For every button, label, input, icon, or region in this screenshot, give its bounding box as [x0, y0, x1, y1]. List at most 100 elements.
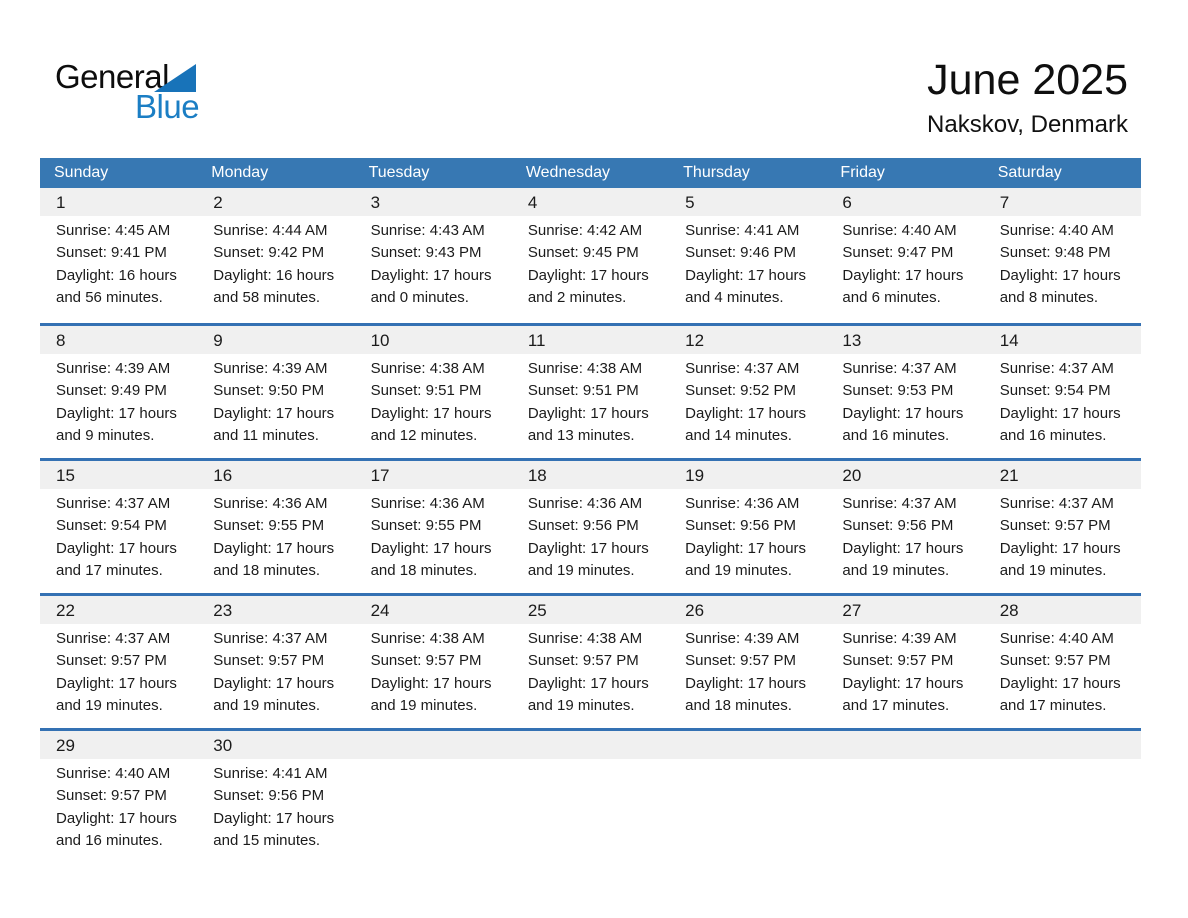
sun-time-line: and 15 minutes.	[213, 832, 321, 850]
sun-time-line: Daylight: 17 hours	[685, 404, 807, 422]
cell-sun-times	[355, 759, 512, 763]
calendar-cell: 13 Sunrise: 4:37 AM Sunset: 9:53 PM Dayligh…	[826, 326, 984, 458]
sun-time-line: Daylight: 16 hours	[56, 266, 177, 284]
sun-time-line: Sunrise: 4:43 AM	[370, 222, 485, 239]
sun-time-line: Sunset: 9:57 PM	[56, 787, 167, 805]
sun-time-line: Sunrise: 4:37 AM	[999, 495, 1114, 512]
sun-time-line: and 17 minutes.	[842, 697, 950, 715]
sun-time-line: and 16 minutes.	[842, 427, 950, 445]
day-number: 12	[669, 326, 827, 354]
sun-time-line: Sunset: 9:57 PM	[213, 652, 325, 670]
cell-sun-times: Sunrise: 4:37 AM Sunset: 9:53 PM Daylight:…	[826, 354, 983, 448]
weekday-header-row: Sunday Monday Tuesday Wednesday Thursday…	[40, 158, 1141, 188]
weekday-header-saturday: Saturday	[997, 164, 1062, 181]
sun-time-line: and 18 minutes.	[213, 562, 321, 580]
day-number: 30	[197, 731, 355, 759]
sun-time-line: Sunrise: 4:44 AM	[213, 222, 328, 239]
general-blue-logo: General Blue	[55, 58, 255, 128]
cell-sun-times: Sunrise: 4:38 AM Sunset: 9:57 PM Daylight:…	[512, 624, 669, 718]
day-number: 16	[197, 461, 355, 489]
sun-time-line: Sunrise: 4:37 AM	[685, 360, 800, 377]
sun-time-line: Daylight: 17 hours	[213, 539, 335, 557]
sun-time-line: and 19 minutes.	[999, 562, 1107, 580]
calendar-cell: 18 Sunrise: 4:36 AM Sunset: 9:56 PM Dayligh…	[511, 461, 670, 593]
cell-sun-times: Sunrise: 4:37 AM Sunset: 9:56 PM Daylight:…	[826, 489, 983, 583]
day-number: 7	[983, 188, 1141, 216]
sun-time-line: Sunset: 9:57 PM	[527, 652, 639, 670]
sun-time-line: and 18 minutes.	[370, 562, 478, 580]
sun-time-line: Daylight: 17 hours	[842, 404, 964, 422]
day-number: 19	[669, 461, 827, 489]
day-number: 4	[511, 188, 670, 216]
sun-time-line: Sunset: 9:51 PM	[370, 382, 482, 400]
sun-time-line: and 13 minutes.	[527, 427, 635, 445]
sun-time-line: Sunrise: 4:39 AM	[213, 360, 328, 377]
sun-time-line: Daylight: 17 hours	[527, 266, 649, 284]
day-number: 25	[511, 596, 670, 624]
sun-time-line: Sunset: 9:43 PM	[370, 244, 482, 262]
sun-time-line: Daylight: 17 hours	[213, 809, 335, 827]
sun-time-line: Daylight: 17 hours	[527, 674, 649, 692]
sun-time-line: Sunrise: 4:37 AM	[56, 630, 171, 647]
sun-time-line: Daylight: 17 hours	[685, 539, 807, 557]
sun-time-line: Sunset: 9:52 PM	[685, 382, 797, 400]
sun-time-line: and 16 minutes.	[56, 832, 163, 850]
sun-time-line: Daylight: 17 hours	[56, 404, 177, 422]
calendar-cell: 14 Sunrise: 4:37 AM Sunset: 9:54 PM Dayligh…	[983, 326, 1141, 458]
sun-time-line: Sunrise: 4:38 AM	[370, 360, 485, 377]
sun-time-line: Sunset: 9:57 PM	[56, 652, 167, 670]
sun-time-line: Sunrise: 4:38 AM	[527, 630, 643, 647]
calendar-cell-empty	[983, 731, 1141, 863]
sun-time-line: Sunrise: 4:36 AM	[370, 495, 485, 512]
day-number	[669, 731, 827, 759]
calendar-cell: 2 Sunrise: 4:44 AM Sunset: 9:42 PM Daylight…	[197, 188, 355, 323]
sun-time-line: Sunrise: 4:36 AM	[527, 495, 643, 512]
sun-time-line: and 6 minutes.	[842, 289, 941, 307]
cell-sun-times: Sunrise: 4:39 AM Sunset: 9:57 PM Daylight:…	[669, 624, 826, 718]
sun-time-line: Sunrise: 4:37 AM	[999, 360, 1114, 377]
sun-time-line: Sunrise: 4:40 AM	[999, 630, 1114, 647]
calendar-cell-empty	[354, 731, 512, 863]
location-subtitle: Nakskov, Denmark	[927, 111, 1128, 138]
calendar-cell: 19 Sunrise: 4:36 AM Sunset: 9:56 PM Dayligh…	[669, 461, 827, 593]
sun-time-line: Sunset: 9:45 PM	[527, 244, 639, 262]
cell-sun-times: Sunrise: 4:40 AM Sunset: 9:47 PM Daylight:…	[826, 216, 983, 310]
sun-time-line: Daylight: 17 hours	[999, 674, 1121, 692]
cell-sun-times	[826, 759, 983, 763]
cell-sun-times: Sunrise: 4:38 AM Sunset: 9:51 PM Daylight:…	[355, 354, 512, 448]
day-number: 18	[511, 461, 670, 489]
cell-sun-times: Sunrise: 4:45 AM Sunset: 9:41 PM Daylight:…	[40, 216, 197, 310]
sun-time-line: Daylight: 17 hours	[685, 674, 807, 692]
cell-sun-times: Sunrise: 4:37 AM Sunset: 9:57 PM Daylight:…	[197, 624, 354, 718]
sun-time-line: Sunset: 9:41 PM	[56, 244, 167, 262]
sun-time-line: Daylight: 17 hours	[56, 809, 177, 827]
sun-time-line: and 11 minutes.	[213, 427, 319, 445]
sun-time-line: Daylight: 17 hours	[999, 404, 1121, 422]
calendar-cell: 1 Sunrise: 4:45 AM Sunset: 9:41 PM Daylight…	[40, 188, 198, 323]
sun-time-line: Sunset: 9:56 PM	[213, 787, 325, 805]
weekday-header-tuesday: Tuesday	[368, 164, 430, 181]
cell-sun-times: Sunrise: 4:38 AM Sunset: 9:51 PM Daylight:…	[512, 354, 669, 448]
sun-time-line: Daylight: 17 hours	[213, 404, 335, 422]
calendar-weeks: 1 Sunrise: 4:45 AM Sunset: 9:41 PM Daylight…	[40, 188, 1141, 863]
weekday-header-monday: Monday	[211, 164, 269, 181]
sun-time-line: Sunset: 9:57 PM	[685, 652, 797, 670]
calendar-cell: 6 Sunrise: 4:40 AM Sunset: 9:47 PM Daylight…	[826, 188, 984, 323]
sun-time-line: Sunset: 9:54 PM	[56, 517, 167, 535]
day-number: 6	[826, 188, 984, 216]
calendar-cell: 27 Sunrise: 4:39 AM Sunset: 9:57 PM Dayligh…	[826, 596, 984, 728]
calendar-cell: 22 Sunrise: 4:37 AM Sunset: 9:57 PM Dayligh…	[40, 596, 198, 728]
sun-time-line: Sunrise: 4:41 AM	[685, 222, 800, 239]
sun-time-line: Daylight: 17 hours	[999, 266, 1121, 284]
cell-sun-times: Sunrise: 4:42 AM Sunset: 9:45 PM Daylight:…	[512, 216, 669, 310]
cell-sun-times: Sunrise: 4:41 AM Sunset: 9:46 PM Daylight:…	[669, 216, 826, 310]
sun-time-line: Daylight: 17 hours	[370, 266, 492, 284]
sun-time-line: Daylight: 17 hours	[842, 266, 964, 284]
cell-sun-times: Sunrise: 4:39 AM Sunset: 9:57 PM Daylight:…	[826, 624, 983, 718]
cell-sun-times: Sunrise: 4:37 AM Sunset: 9:54 PM Daylight:…	[40, 489, 197, 583]
sun-time-line: Daylight: 17 hours	[842, 674, 964, 692]
calendar-cell-empty	[669, 731, 827, 863]
weekday-header-wednesday: Wednesday	[525, 164, 611, 181]
day-number: 9	[197, 326, 355, 354]
cell-sun-times: Sunrise: 4:37 AM Sunset: 9:57 PM Daylight:…	[984, 489, 1141, 583]
